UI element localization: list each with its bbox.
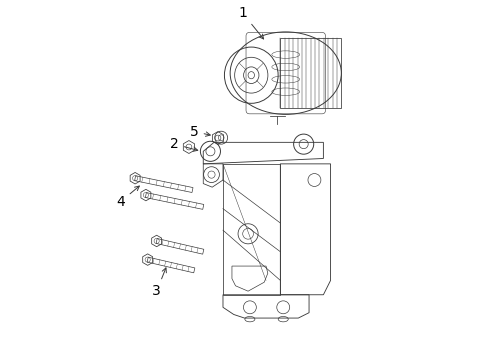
Text: 4: 4 <box>116 186 139 208</box>
Text: 1: 1 <box>238 6 263 39</box>
Bar <box>280 38 341 108</box>
Text: 5: 5 <box>189 125 210 139</box>
Text: 3: 3 <box>152 268 166 298</box>
Text: 2: 2 <box>170 137 197 151</box>
